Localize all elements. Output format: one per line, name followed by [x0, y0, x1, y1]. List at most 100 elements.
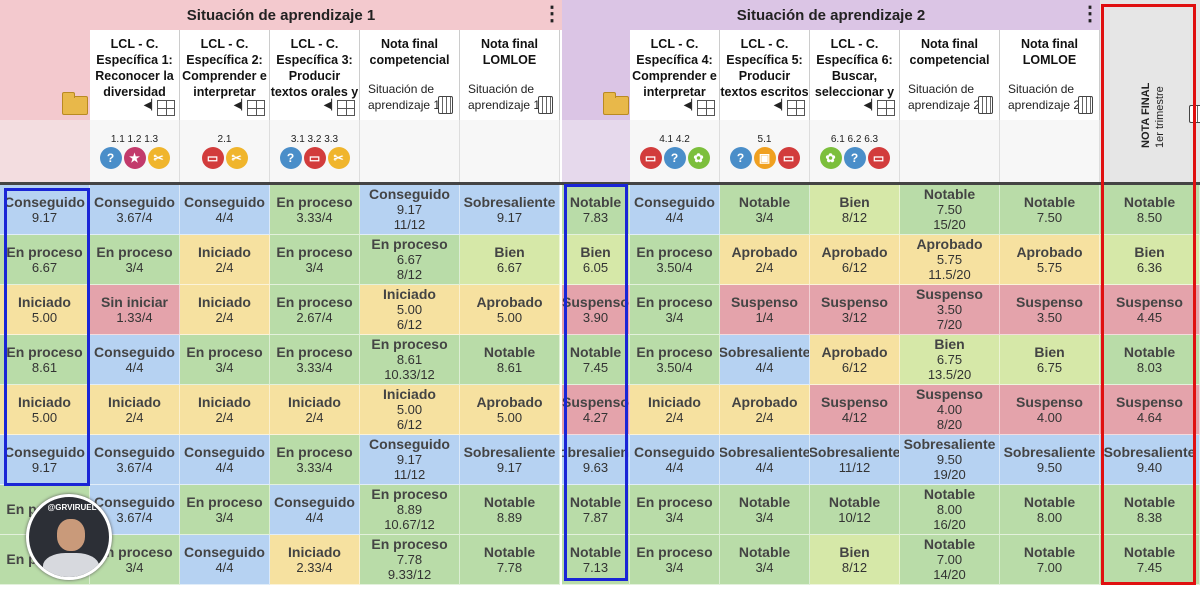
grade-cell[interactable]: Conseguido 4/4	[630, 435, 720, 485]
grade-cell[interactable]: Notable 8.89	[460, 485, 560, 535]
column-header[interactable]: Nota final LOMLOE Situación de aprendizaje …	[1000, 30, 1100, 120]
grade-cell[interactable]: Aprobado 5.00	[460, 385, 560, 435]
grade-cell[interactable]: Suspenso 4.00 8/20	[900, 385, 1000, 435]
grade-cell[interactable]: Aprobado 2/4	[720, 235, 810, 285]
final-grade-cell[interactable]: Suspenso 4.45	[1100, 285, 1200, 335]
award-icon[interactable]: ✿	[819, 147, 842, 169]
grade-cell[interactable]: Sobresaliente 9.17	[460, 435, 560, 485]
final-grade-cell[interactable]: Suspenso 4.64	[1100, 385, 1200, 435]
grade-cell[interactable]: Sobresaliente 4/4	[720, 335, 810, 385]
arrow-left-icon[interactable]: ◀▏	[233, 100, 249, 111]
grade-cell[interactable]: En proceso 3/4	[180, 485, 270, 535]
grade-cell[interactable]: En proceso 3/4	[90, 535, 180, 585]
column-header[interactable]: LCL - C. Específica 4: Comprender e interpr…	[630, 30, 720, 120]
sa1-summary-cell[interactable]: En proceso 6.67	[0, 235, 90, 285]
grade-cell[interactable]: Aprobado 5.75 11.5/20	[900, 235, 1000, 285]
grid-icon[interactable]	[697, 100, 715, 116]
column-header[interactable]: LCL - C. Específica 6: Buscar, seleccionar …	[810, 30, 900, 120]
grade-cell[interactable]: Iniciado 2/4	[90, 385, 180, 435]
grade-cell[interactable]: Conseguido 9.17 11/12	[360, 185, 460, 235]
calculator-icon[interactable]	[538, 96, 553, 114]
more-options-icon-sa1[interactable]: ⋮	[542, 3, 562, 25]
grade-cell[interactable]: Conseguido 4/4	[90, 335, 180, 385]
grade-cell[interactable]: Aprobado 5.75	[1000, 235, 1100, 285]
grade-cell[interactable]: Notable 10/12	[810, 485, 900, 535]
grade-cell[interactable]: Sobresaliente 9.50	[1000, 435, 1100, 485]
question-icon[interactable]: ?	[663, 147, 686, 169]
sa2-summary-cell[interactable]: Notable 7.87	[562, 485, 630, 535]
grid-icon[interactable]	[337, 100, 355, 116]
grade-cell[interactable]: En proceso 6.67 8/12	[360, 235, 460, 285]
sa1-summary-cell[interactable]: Iniciado 5.00	[0, 385, 90, 435]
sa2-summary-cell[interactable]: Suspenso 3.90	[562, 285, 630, 335]
grade-cell[interactable]: Notable 8.00	[1000, 485, 1100, 535]
grade-cell[interactable]: Suspenso 4.00	[1000, 385, 1100, 435]
presentation-icon[interactable]: ▭	[867, 147, 890, 169]
grade-cell[interactable]: Conseguido 4/4	[270, 485, 360, 535]
question-icon[interactable]: ?	[843, 147, 866, 169]
grid-icon[interactable]	[247, 100, 265, 116]
presentation-icon[interactable]: ▭	[777, 147, 800, 169]
grade-cell[interactable]: En proceso 3.50/4	[630, 235, 720, 285]
final-grade-cell[interactable]: Sobresaliente 9.40	[1100, 435, 1200, 485]
grade-cell[interactable]: Aprobado 6/12	[810, 235, 900, 285]
grade-cell[interactable]: Notable 7.78	[460, 535, 560, 585]
grade-cell[interactable]: Aprobado 6/12	[810, 335, 900, 385]
column-header[interactable]: Nota final LOMLOE Situación de aprendizaje …	[460, 30, 560, 120]
question-icon[interactable]: ?	[99, 147, 122, 169]
question-icon[interactable]: ?	[279, 147, 302, 169]
grade-cell[interactable]: Notable 8.00 16/20	[900, 485, 1000, 535]
grade-cell[interactable]: En proceso 3.50/4	[630, 335, 720, 385]
grade-cell[interactable]: Conseguido 9.17 11/12	[360, 435, 460, 485]
calculator-icon[interactable]	[1078, 96, 1093, 114]
grade-cell[interactable]: Iniciado 2/4	[180, 385, 270, 435]
grade-cell[interactable]: En proceso 3/4	[630, 485, 720, 535]
grade-cell[interactable]: En proceso 3.33/4	[270, 435, 360, 485]
column-header[interactable]: LCL - C. Específica 2: Comprender e interpr…	[180, 30, 270, 120]
grade-cell[interactable]: Sin iniciar 1.33/4	[90, 285, 180, 335]
grid-icon[interactable]	[157, 100, 175, 116]
grade-cell[interactable]: Notable 3/4	[720, 185, 810, 235]
grade-cell[interactable]: Iniciado 2/4	[180, 235, 270, 285]
calculator-icon[interactable]	[978, 96, 993, 114]
column-header[interactable]: LCL - C. Específica 3: Producir textos oral…	[270, 30, 360, 120]
grade-cell[interactable]: En proceso 3/4	[270, 235, 360, 285]
calculator-icon[interactable]	[438, 96, 453, 114]
grade-cell[interactable]: Suspenso 3.50	[1000, 285, 1100, 335]
grade-cell[interactable]: Bien 8/12	[810, 185, 900, 235]
grade-cell[interactable]: Conseguido 3.67/4	[90, 435, 180, 485]
grade-cell[interactable]: Notable 3/4	[720, 535, 810, 585]
grade-cell[interactable]: Sobresaliente 9.50 19/20	[900, 435, 1000, 485]
grade-cell[interactable]: Bien 8/12	[810, 535, 900, 585]
grade-cell[interactable]: Conseguido 4/4	[180, 435, 270, 485]
grade-cell[interactable]: En proceso 3.33/4	[270, 185, 360, 235]
scissors-icon[interactable]: ✂	[225, 147, 248, 169]
presentation-icon[interactable]: ▭	[639, 147, 662, 169]
grade-cell[interactable]: Sobresaliente 9.17	[460, 185, 560, 235]
grade-cell[interactable]: Notable 8.61	[460, 335, 560, 385]
grid-icon[interactable]	[787, 100, 805, 116]
grade-cell[interactable]: Conseguido 4/4	[630, 185, 720, 235]
grade-cell[interactable]: Notable 3/4	[720, 485, 810, 535]
sa2-summary-cell[interactable]: Notable 7.13	[562, 535, 630, 585]
column-header[interactable]: LCL - C. Específica 1: Reconocer la diversi…	[90, 30, 180, 120]
presentation-icon[interactable]: ▭	[201, 147, 224, 169]
sa2-summary-cell[interactable]: Notable 7.45	[562, 335, 630, 385]
grade-cell[interactable]: Iniciado 2/4	[630, 385, 720, 435]
grade-cell[interactable]: Conseguido 4/4	[180, 185, 270, 235]
grade-cell[interactable]: Aprobado 5.00	[460, 285, 560, 335]
grade-cell[interactable]: Bien 6.75	[1000, 335, 1100, 385]
grade-cell[interactable]: Notable 7.00	[1000, 535, 1100, 585]
final-grade-cell[interactable]: Notable 7.45	[1100, 535, 1200, 585]
grade-cell[interactable]: En proceso 3/4	[180, 335, 270, 385]
final-grade-cell[interactable]: Notable 8.03	[1100, 335, 1200, 385]
sa2-summary-cell[interactable]: Notable 7.83	[562, 185, 630, 235]
column-header[interactable]: Nota final competencial Situación de aprend…	[900, 30, 1000, 120]
sa1-summary-cell[interactable]: Iniciado 5.00	[0, 285, 90, 335]
grade-cell[interactable]: Notable 7.50 15/20	[900, 185, 1000, 235]
grade-cell[interactable]: Suspenso 3.50 7/20	[900, 285, 1000, 335]
award-icon[interactable]: ✿	[687, 147, 710, 169]
board-icon[interactable]: ▣	[753, 147, 776, 169]
arrow-left-icon[interactable]: ◀▏	[683, 100, 699, 111]
